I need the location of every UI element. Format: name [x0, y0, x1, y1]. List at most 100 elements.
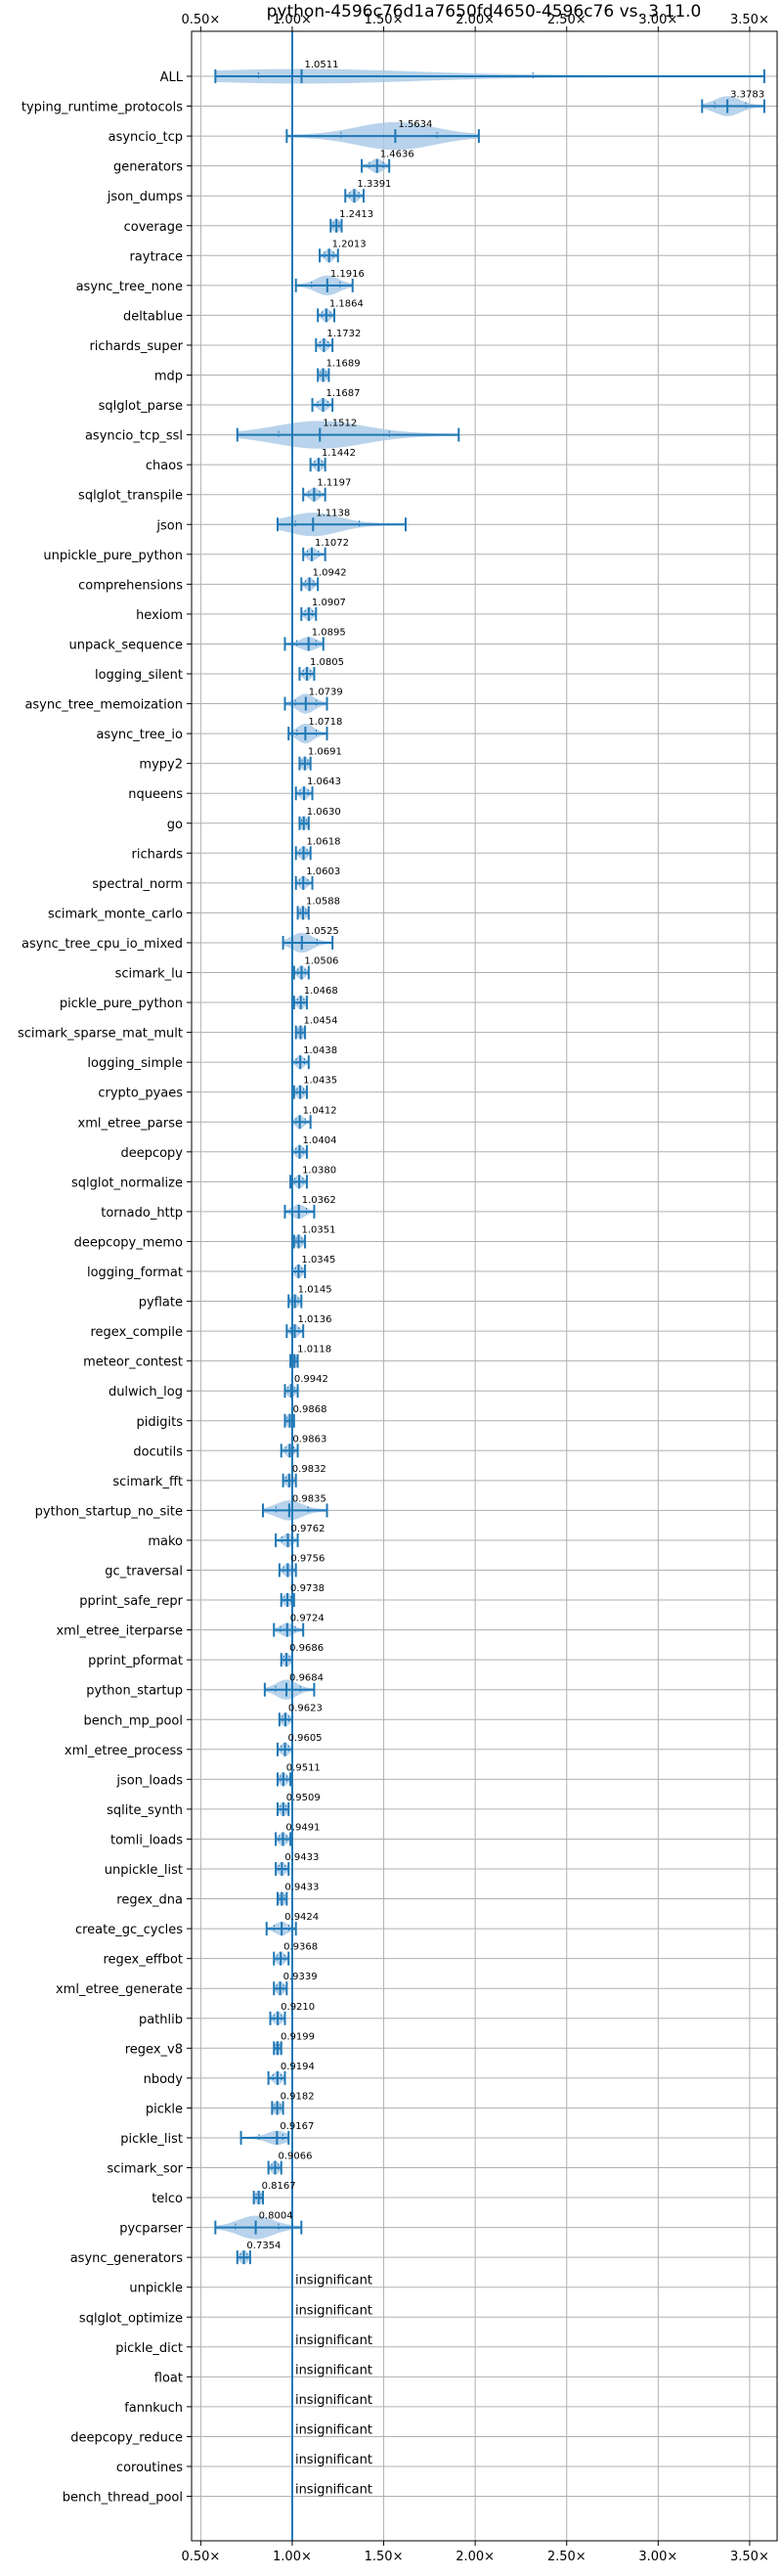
y-tick-label: pickle	[146, 2102, 183, 2116]
y-tick-label: coroutines	[116, 2461, 183, 2475]
y-tick-label: mypy2	[139, 758, 183, 773]
y-tick-label: xml_etree_parse	[78, 1116, 183, 1131]
y-tick-label: pickle_list	[120, 2132, 183, 2147]
y-tick-label: pprint_safe_repr	[79, 1594, 183, 1609]
value-label: 1.1732	[326, 329, 361, 339]
y-tick-label: asyncio_tcp	[109, 130, 183, 145]
value-label: 1.0345	[301, 1255, 335, 1266]
y-tick-label: bench_mp_pool	[83, 1713, 183, 1728]
y-tick-label: sqlglot_optimize	[79, 2311, 183, 2326]
value-label: 1.0506	[304, 956, 338, 967]
value-label: 0.9199	[281, 2031, 315, 2042]
value-label: 1.0454	[303, 1016, 337, 1027]
value-label: 1.1916	[330, 269, 365, 280]
y-tick-label: unpickle_list	[105, 1863, 183, 1878]
y-tick-label: tomli_loads	[110, 1833, 183, 1847]
y-tick-label: mako	[148, 1534, 183, 1549]
y-tick-label: go	[167, 818, 183, 832]
y-tick-label: tornado_http	[101, 1206, 183, 1221]
y-tick-label: telco	[152, 2192, 183, 2206]
y-tick-label: logging_format	[87, 1266, 183, 1280]
y-tick-label: scimark_sparse_mat_mult	[18, 1027, 183, 1042]
y-tick-label: pyflate	[139, 1296, 183, 1310]
x-tick-label-bottom: 0.50×	[181, 2550, 220, 2564]
value-label: 1.0362	[302, 1195, 336, 1206]
value-label: 1.1512	[323, 419, 357, 429]
value-label: 1.0907	[312, 598, 346, 608]
value-label: 0.9762	[290, 1524, 325, 1534]
value-label: 1.5634	[398, 119, 432, 130]
y-tick-label: asyncio_tcp_ssl	[85, 429, 183, 444]
value-label: 1.1442	[322, 448, 356, 459]
y-tick-label: regex_v8	[125, 2042, 183, 2057]
x-tick-label-top: 3.50×	[730, 13, 769, 27]
value-label: 1.0404	[303, 1135, 337, 1146]
violin-layer	[214, 31, 765, 2541]
y-tick-label: richards_super	[89, 339, 183, 354]
value-label: 0.9509	[286, 1793, 321, 1803]
y-tick-label: unpickle	[129, 2282, 183, 2296]
y-tick-label: scimark_sor	[107, 2162, 183, 2177]
insignificant-label: insignificant	[295, 2363, 372, 2377]
y-tick-label: hexiom	[136, 608, 183, 623]
y-tick-label: raytrace	[129, 249, 183, 264]
insignificant-label: insignificant	[295, 2274, 372, 2288]
value-label: 0.9835	[292, 1493, 326, 1504]
y-tick-label: json_loads	[115, 1773, 183, 1788]
value-label: 1.1687	[326, 388, 361, 399]
value-label: 0.9868	[292, 1404, 326, 1415]
y-tick-label: async_tree_cpu_io_mixed	[22, 937, 183, 952]
x-tick-label-top: 1.00×	[273, 13, 312, 27]
value-label: 1.2013	[332, 239, 367, 249]
y-tick-label: nbody	[144, 2072, 184, 2087]
y-tick-label: generators	[113, 160, 183, 175]
value-label: 1.0630	[307, 807, 341, 818]
y-tick-label: deepcopy	[120, 1146, 183, 1161]
y-tick-label: meteor_contest	[83, 1355, 183, 1370]
y-tick-label: pycparser	[119, 2222, 183, 2237]
insignificant-label: insignificant	[295, 2303, 372, 2318]
value-label: 0.9511	[286, 1762, 321, 1773]
value-label: 1.1072	[315, 538, 349, 549]
x-tick-label-bottom: 2.00×	[456, 2550, 495, 2564]
value-label: 0.8004	[259, 2211, 293, 2222]
y-tick-label: deltablue	[123, 309, 183, 324]
y-tick-label: python_startup_no_site	[35, 1504, 183, 1519]
y-tick-label: async_tree_memoization	[24, 698, 183, 713]
value-label: 0.9066	[278, 2152, 312, 2162]
y-tick-label: xml_etree_generate	[56, 1982, 183, 1997]
chart-title: python-4596c76d1a7650fd4650-4596c76 vs. …	[267, 2, 702, 22]
insignificant-label: insignificant	[295, 2422, 372, 2437]
y-tick-label: crypto_pyaes	[98, 1087, 183, 1101]
value-label: 1.0618	[307, 836, 341, 847]
y-tick-label: pickle_dict	[115, 2341, 183, 2356]
y-tick-label: deepcopy_reduce	[70, 2430, 183, 2445]
x-tick-label-bottom: 2.50×	[547, 2550, 586, 2564]
value-label: 0.9491	[285, 1822, 320, 1833]
y-tick-label: dulwich_log	[109, 1385, 183, 1399]
y-tick-label: regex_effbot	[103, 1953, 183, 1968]
y-tick-label: pathlib	[139, 2013, 183, 2027]
y-tick-label: logging_simple	[87, 1056, 183, 1071]
y-tick-label: pidigits	[137, 1415, 184, 1430]
insignificant-label: insignificant	[295, 2393, 372, 2408]
value-label: 0.9942	[294, 1374, 328, 1385]
y-tick-label: pprint_pformat	[88, 1654, 183, 1668]
axis-layer: 0.50× 0.50× 1.00× 1.00× 1.50× 1.50× 2.00× 2.00×…	[18, 13, 769, 2564]
x-tick-label-bottom: 1.50×	[365, 2550, 404, 2564]
insignificant-label: insignificant	[295, 2453, 372, 2467]
y-tick-label: scimark_monte_carlo	[48, 907, 183, 921]
x-tick-label-top: 0.50×	[181, 13, 220, 27]
value-label: 0.8167	[262, 2181, 296, 2192]
y-tick-label: scimark_lu	[115, 967, 183, 982]
y-tick-label: comprehensions	[78, 578, 183, 593]
y-tick-label: sqlite_synth	[107, 1803, 183, 1818]
y-tick-label: ALL	[160, 70, 184, 85]
value-label: 0.9605	[288, 1733, 323, 1744]
insignificant-label: insignificant	[295, 2483, 372, 2498]
value-label: 0.9832	[292, 1464, 326, 1475]
y-tick-label: regex_compile	[90, 1325, 183, 1340]
y-tick-label: typing_runtime_protocols	[22, 101, 183, 115]
